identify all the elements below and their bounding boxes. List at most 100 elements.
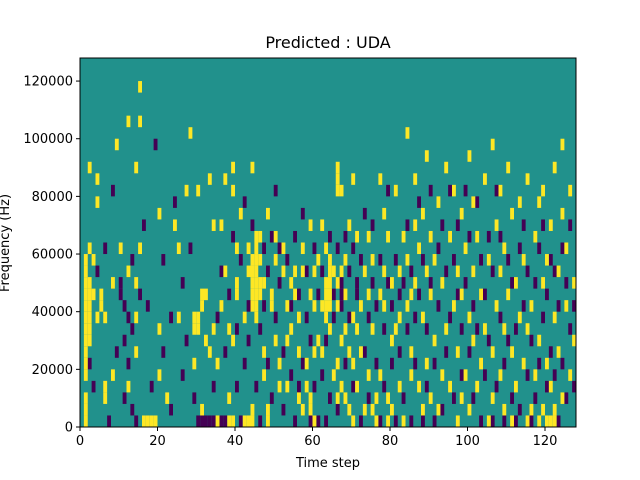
heatmap-cell-low <box>266 265 270 278</box>
heatmap-cell-high <box>471 196 476 208</box>
heatmap-cell-high <box>250 254 255 266</box>
heatmap-cell-low <box>467 346 472 358</box>
heatmap-cell-high <box>390 403 394 416</box>
heatmap-cell-low <box>514 415 518 427</box>
heatmap-cell-high <box>374 415 379 427</box>
heatmap-cell-low <box>374 300 379 312</box>
heatmap-cell-high <box>428 230 433 243</box>
heatmap-cell-high <box>362 403 367 416</box>
heatmap-cell-low <box>452 392 456 404</box>
heatmap-cell-high <box>568 369 573 381</box>
heatmap-cell-low <box>258 323 263 335</box>
heatmap-cell-low <box>293 230 297 243</box>
heatmap-cell-high <box>184 184 189 197</box>
heatmap-cell-high <box>227 392 232 404</box>
heatmap-cell-low <box>463 277 468 289</box>
heatmap-cell-high <box>514 277 518 289</box>
heatmap-cell-low <box>459 369 464 381</box>
heatmap-cell-low <box>293 415 297 427</box>
heatmap-cell-low <box>366 311 371 324</box>
heatmap-cell-high <box>91 288 96 301</box>
heatmap-cell-high <box>548 219 553 231</box>
heatmap-cell-high <box>335 300 340 312</box>
heatmap-cell-low <box>386 184 390 197</box>
heatmap-cell-high <box>479 288 483 301</box>
heatmap-cell-high <box>157 369 162 381</box>
heatmap-cell-low <box>215 311 220 324</box>
heatmap-cell-high <box>335 173 340 185</box>
heatmap-cell-high <box>99 300 104 312</box>
heatmap-cell-low <box>169 311 173 324</box>
heatmap-cell-low <box>432 415 437 427</box>
heatmap-cell-high <box>386 230 390 243</box>
heatmap-cell-low <box>223 415 228 427</box>
heatmap-cell-low <box>269 392 274 404</box>
heatmap-cell-high <box>483 173 487 185</box>
heatmap-cell-low <box>285 254 290 266</box>
heatmap-cell-low <box>506 254 511 266</box>
heatmap-cell-high <box>204 288 208 301</box>
heatmap-cell-high <box>235 242 239 255</box>
heatmap-cell-high <box>424 265 429 278</box>
heatmap-cell-high <box>231 161 235 174</box>
heatmap-cell-low <box>510 392 514 404</box>
heatmap-cell-high <box>242 311 247 324</box>
heatmap-cell-low <box>304 265 309 278</box>
heatmap-cell-high <box>87 323 92 335</box>
heatmap-cell-low <box>95 265 100 278</box>
heatmap-cell-high <box>351 311 356 324</box>
heatmap-cell-low <box>525 265 530 278</box>
heatmap-cell-low <box>238 254 243 266</box>
heatmap-cell-high <box>545 357 549 370</box>
heatmap-cell-high <box>339 380 344 393</box>
heatmap-cell-low <box>378 415 383 427</box>
heatmap-cell-high <box>545 254 549 266</box>
heatmap-cell-high <box>223 265 228 278</box>
heatmap-cell-low <box>556 300 561 312</box>
heatmap-cell-high <box>215 415 220 427</box>
heatmap-cell-low <box>328 230 332 243</box>
heatmap-cell-high <box>490 392 495 404</box>
heatmap-cell-low <box>560 357 565 370</box>
heatmap-cell-low <box>300 357 305 370</box>
heatmap-cell-low <box>126 357 131 370</box>
heatmap-cell-high <box>176 242 181 255</box>
heatmap-cell-low <box>347 311 352 324</box>
heatmap-cell-high <box>359 346 363 358</box>
heatmap-cell-low <box>517 242 522 255</box>
heatmap-cell-high <box>413 173 418 185</box>
heatmap-cell-high <box>328 265 332 278</box>
heatmap-cell-low <box>417 288 421 301</box>
heatmap-cell-high <box>153 415 158 427</box>
heatmap-cell-high <box>312 265 317 278</box>
heatmap-cell-high <box>83 254 88 266</box>
heatmap-cell-high <box>134 161 139 174</box>
heatmap-cell-low <box>374 357 379 370</box>
heatmap-cell-low <box>219 415 224 427</box>
heatmap-cell-high <box>502 323 507 335</box>
heatmap-cell-high <box>300 403 305 416</box>
heatmap-cell-low <box>266 357 270 370</box>
heatmap-cell-high <box>281 265 286 278</box>
heatmap-cell-low <box>386 277 390 289</box>
heatmap-cell-low <box>169 403 173 416</box>
heatmap-cell-low <box>142 219 146 231</box>
heatmap-cell-high <box>382 265 387 278</box>
heatmap-cell-high <box>405 127 410 139</box>
heatmap-cell-high <box>572 277 576 289</box>
heatmap-cell-high <box>293 265 297 278</box>
heatmap-cell-high <box>467 150 472 162</box>
y-tick-label: 100000 <box>23 132 73 147</box>
heatmap-cell-low <box>548 254 553 266</box>
heatmap-cell-high <box>370 254 375 266</box>
heatmap-cell-high <box>455 346 460 358</box>
heatmap-cell-high <box>250 277 255 289</box>
heatmap-cell-high <box>490 138 495 151</box>
heatmap-cell-low <box>498 311 503 324</box>
heatmap-cell-high <box>409 346 414 358</box>
heatmap-cell-low <box>401 392 406 404</box>
heatmap-cell-high <box>486 415 491 427</box>
heatmap-cell-high <box>83 415 88 427</box>
heatmap-cell-low <box>510 277 514 289</box>
heatmap-cell-high <box>157 207 162 220</box>
